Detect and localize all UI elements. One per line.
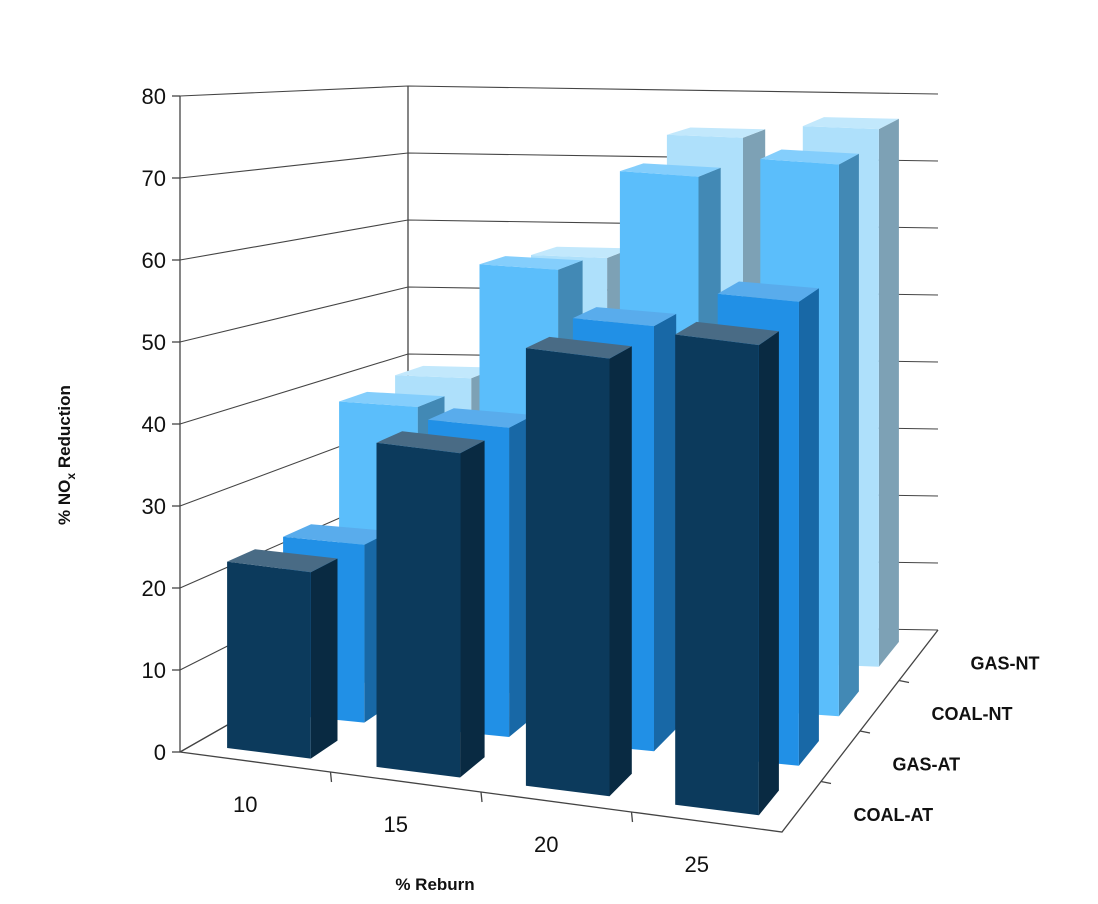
bar xyxy=(675,321,779,816)
x-tick-label: 10 xyxy=(233,792,257,817)
bar-side xyxy=(310,558,338,759)
x-tick xyxy=(329,771,333,783)
y-tick-label: 10 xyxy=(142,658,166,683)
y-tick-label: 60 xyxy=(142,248,166,273)
bar-top xyxy=(227,549,338,573)
x-tick xyxy=(480,791,483,803)
bar-top xyxy=(525,336,632,359)
bar-front xyxy=(525,348,610,797)
y-tick-label: 70 xyxy=(142,166,166,191)
z-tick xyxy=(898,679,910,684)
bar-side xyxy=(838,153,859,717)
gridline xyxy=(179,85,939,97)
y-tick-label: 50 xyxy=(142,330,166,355)
bar-side xyxy=(654,313,677,752)
labels-layer: 0 10 20 30 40 50 60 70 80 10 15 20 25 COAL-AT GAS-AT CO… xyxy=(142,84,1040,877)
bar-side xyxy=(878,118,899,667)
series-label: COAL-AT xyxy=(854,805,934,825)
y-tick-label: 40 xyxy=(142,412,166,437)
bar-top xyxy=(717,281,819,302)
bar xyxy=(525,336,632,797)
y-tick-label: 20 xyxy=(142,576,166,601)
x-tick-label: 15 xyxy=(384,812,408,837)
bar-top xyxy=(395,365,498,379)
x-tick-label: 25 xyxy=(685,852,709,877)
bar-top xyxy=(531,246,632,258)
bar-top xyxy=(376,431,485,454)
y-axis-title: % NOx Reduction xyxy=(55,385,78,525)
bar-top xyxy=(283,524,391,545)
z-tick xyxy=(859,730,871,734)
bar-top xyxy=(802,117,899,130)
bar-top xyxy=(428,408,534,428)
bar-top xyxy=(572,307,677,327)
bar-side xyxy=(758,331,779,816)
bar-front xyxy=(376,442,461,778)
series-label: COAL-NT xyxy=(932,704,1013,724)
bar-side xyxy=(798,288,819,766)
bar-top xyxy=(619,163,721,177)
bar-top xyxy=(675,321,779,346)
bar xyxy=(376,431,485,778)
series-label: GAS-NT xyxy=(971,653,1040,673)
bar xyxy=(227,549,338,759)
y-tick-label: 0 xyxy=(154,740,166,765)
bar-side xyxy=(609,346,632,797)
y-axis-title-main: % NO xyxy=(55,480,74,525)
bar-top xyxy=(666,127,766,138)
bar-front xyxy=(675,334,759,816)
bar-top xyxy=(339,391,445,407)
series-label: GAS-AT xyxy=(893,754,961,774)
x-axis-title: % Reburn xyxy=(395,875,474,894)
bar-top xyxy=(479,256,583,270)
bar-top xyxy=(760,149,859,165)
bar-front xyxy=(227,561,311,759)
y-axis-title-rest: Reduction xyxy=(55,385,74,473)
y-tick-label: 80 xyxy=(142,84,166,109)
y-tick-label: 30 xyxy=(142,494,166,519)
y-axis-title-sub: x xyxy=(64,473,78,480)
bars-layer xyxy=(227,117,899,816)
x-tick xyxy=(630,811,634,823)
bar-side xyxy=(460,440,485,778)
x-tick-label: 20 xyxy=(534,832,558,857)
z-tick xyxy=(820,780,832,785)
